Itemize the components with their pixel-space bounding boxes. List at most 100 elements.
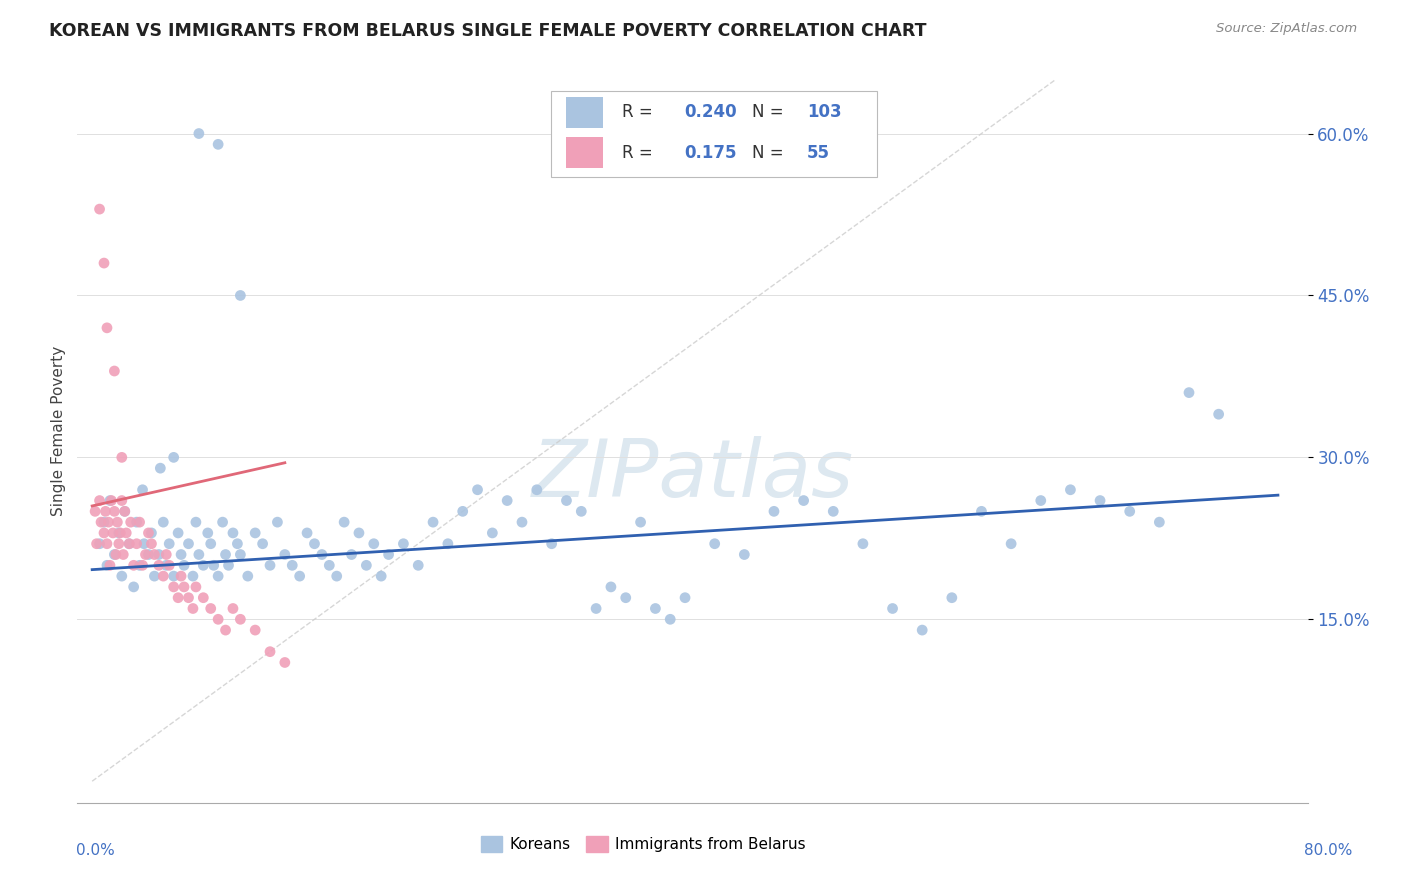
Text: 80.0%: 80.0% [1305, 843, 1353, 858]
Point [111, 450, 134, 465]
Text: ZIPatlas: ZIPatlas [531, 436, 853, 514]
Point [96, 558, 118, 573]
Point [148, 558, 170, 573]
Point [211, 515, 233, 529]
Text: R =: R = [623, 144, 658, 161]
Point [132, 537, 155, 551]
Point [163, 569, 186, 583]
Point [115, 525, 138, 540]
Point [222, 601, 245, 615]
Point [200, 537, 222, 551]
Point [207, 612, 229, 626]
Point [311, 548, 333, 562]
Point [131, 483, 153, 497]
Point [96, 537, 118, 551]
Point [1029, 493, 1052, 508]
Point [226, 537, 249, 551]
Point [970, 504, 993, 518]
Point [108, 537, 131, 551]
Point [128, 558, 150, 573]
Point [318, 558, 340, 573]
Point [177, 537, 200, 551]
Point [673, 591, 696, 605]
Point [125, 537, 148, 551]
Point [207, 137, 229, 152]
Point [451, 504, 474, 518]
Point [214, 623, 236, 637]
Text: 0.240: 0.240 [683, 103, 737, 121]
Point [141, 537, 163, 551]
Point [167, 591, 190, 605]
Point [333, 515, 356, 529]
Point [138, 525, 160, 540]
Point [644, 601, 666, 615]
FancyBboxPatch shape [565, 137, 603, 169]
Point [103, 364, 125, 378]
Point [882, 601, 904, 615]
Point [1149, 515, 1171, 529]
Point [245, 623, 267, 637]
Point [1178, 385, 1201, 400]
Point [104, 548, 127, 562]
Point [392, 537, 415, 551]
Point [157, 537, 180, 551]
Text: 0.0%: 0.0% [76, 843, 115, 858]
Point [125, 515, 148, 529]
Point [167, 525, 190, 540]
Point [84, 504, 107, 518]
Point [184, 580, 207, 594]
Point [96, 321, 118, 335]
Point [193, 558, 215, 573]
Point [377, 548, 399, 562]
Point [93, 515, 115, 529]
Point [207, 569, 229, 583]
Point [422, 515, 444, 529]
Point [569, 504, 592, 518]
Point [89, 537, 111, 551]
Text: N =: N = [752, 103, 789, 121]
Point [141, 525, 163, 540]
Point [170, 548, 193, 562]
Point [98, 493, 121, 508]
Point [222, 525, 245, 540]
Point [181, 569, 204, 583]
Point [555, 493, 578, 508]
Point [118, 537, 141, 551]
Point [852, 537, 875, 551]
Point [325, 569, 347, 583]
Point [97, 515, 120, 529]
Point [118, 537, 141, 551]
Y-axis label: Single Female Poverty: Single Female Poverty [51, 345, 66, 516]
Point [93, 525, 115, 540]
Point [122, 558, 145, 573]
Point [105, 515, 128, 529]
Point [163, 580, 186, 594]
Point [177, 591, 200, 605]
Point [122, 580, 145, 594]
Point [304, 537, 326, 551]
Point [152, 569, 174, 583]
Point [340, 548, 363, 562]
Text: 55: 55 [807, 144, 830, 161]
Point [89, 202, 111, 216]
Point [138, 548, 160, 562]
Point [406, 558, 429, 573]
Point [229, 288, 252, 302]
Point [733, 548, 755, 562]
Point [496, 493, 519, 508]
Point [100, 493, 122, 508]
Text: 0.175: 0.175 [683, 144, 737, 161]
Point [90, 515, 112, 529]
Point [86, 537, 108, 551]
Point [134, 548, 156, 562]
Text: 103: 103 [807, 103, 842, 121]
Point [202, 558, 225, 573]
Point [197, 525, 219, 540]
Point [200, 601, 222, 615]
Point [103, 504, 125, 518]
Point [128, 515, 150, 529]
Point [93, 256, 115, 270]
Point [89, 493, 111, 508]
Point [481, 525, 503, 540]
Point [193, 591, 215, 605]
